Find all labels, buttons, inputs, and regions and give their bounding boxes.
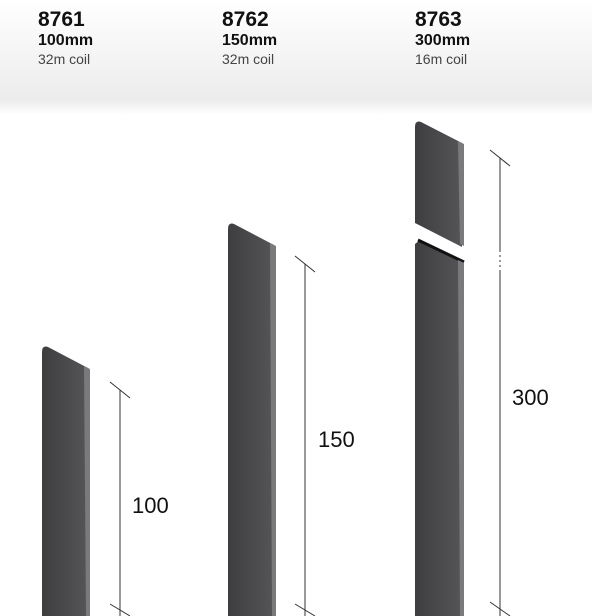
dimension-line: [489, 149, 511, 616]
code: 8761: [38, 8, 85, 31]
dimension-label: 100: [132, 493, 169, 518]
size: 150mm: [222, 32, 278, 49]
strip: [228, 223, 276, 616]
size: 100mm: [38, 32, 94, 49]
dimension-label: 150: [318, 427, 355, 452]
strip: [415, 121, 465, 616]
product-header: 8763 300mm 16m coil: [415, 8, 470, 68]
strip: [42, 346, 90, 616]
dimension-label: 300: [512, 385, 549, 410]
code: 8762: [222, 8, 269, 31]
coil: 32m coil: [222, 51, 275, 67]
code: 8763: [415, 8, 462, 31]
product-header: 8761 100mm 32m coil: [38, 8, 93, 68]
coil: 32m coil: [38, 51, 91, 67]
dimension-line: [294, 255, 316, 616]
size: 300mm: [415, 32, 471, 49]
coil: 16m coil: [415, 51, 468, 67]
product-header: 8762 150mm 32m coil: [222, 8, 277, 68]
dimension-line: [109, 381, 131, 616]
